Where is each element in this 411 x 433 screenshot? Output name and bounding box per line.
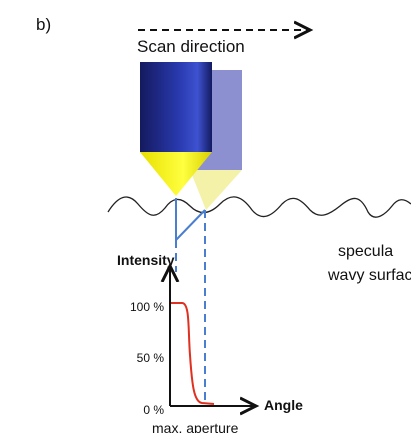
- beam: [176, 210, 205, 240]
- scan-label: Scan direction: [137, 37, 245, 56]
- surface-label: specula: [338, 243, 393, 260]
- y-tick-label: 100 %: [130, 300, 164, 314]
- y-title: Intensity: [117, 252, 175, 268]
- intensity-curve: [171, 303, 214, 404]
- x-note: max. aperture: [152, 420, 239, 433]
- diagram: b) Scan direction specula wavy surfac In…: [0, 0, 411, 433]
- probe-ghost-tip: [190, 170, 242, 210]
- panel-label: b): [36, 15, 51, 34]
- y-tick-label: 0 %: [143, 403, 164, 417]
- surface-line: [108, 197, 411, 217]
- probe: [140, 62, 212, 152]
- x-title: Angle: [264, 397, 303, 413]
- y-tick-label: 50 %: [137, 351, 165, 365]
- surface-label: wavy surfac: [327, 267, 411, 284]
